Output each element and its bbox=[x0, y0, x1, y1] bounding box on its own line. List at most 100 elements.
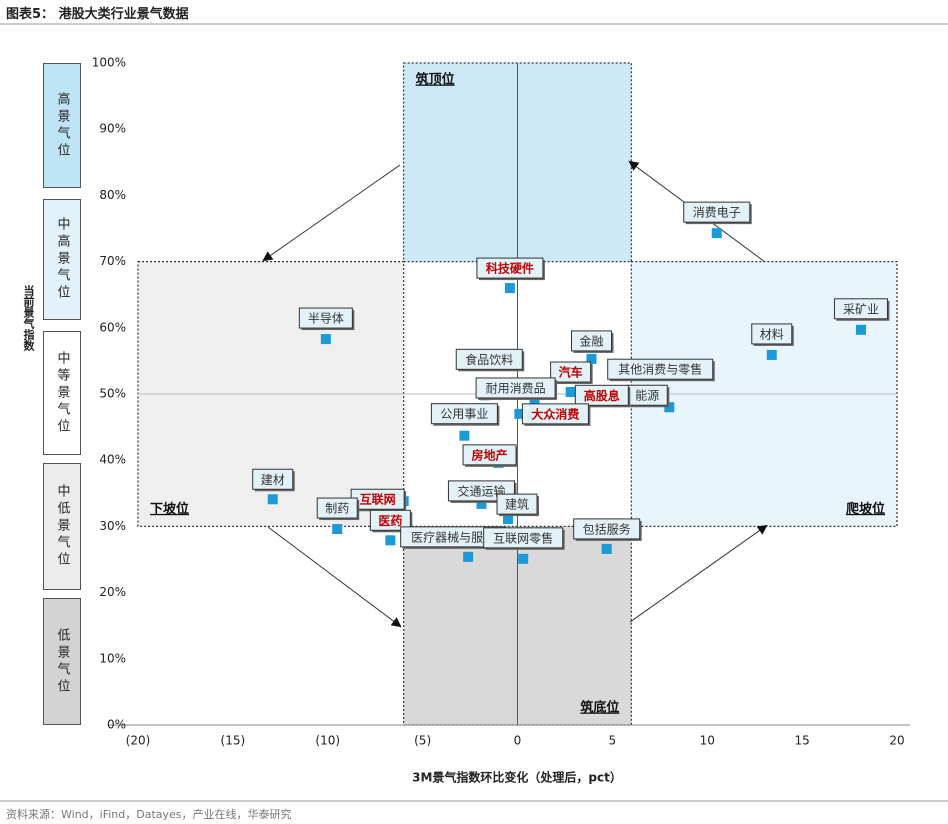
point-label: 能源 bbox=[635, 389, 659, 403]
point-label: 高股息 bbox=[584, 388, 620, 403]
point-label: 互联网零售 bbox=[493, 530, 553, 545]
level-label: 中低景气位 bbox=[54, 484, 70, 569]
point bbox=[518, 553, 529, 564]
point bbox=[855, 324, 866, 335]
x-tick-label: (10) bbox=[315, 734, 340, 748]
point bbox=[711, 228, 722, 239]
point bbox=[332, 524, 343, 535]
zone-label: 爬坡位 bbox=[845, 501, 885, 517]
y-tick-label: 50% bbox=[99, 387, 126, 401]
level-box: 低景气位 bbox=[43, 598, 81, 725]
point-label: 医药 bbox=[378, 513, 402, 528]
label-box bbox=[521, 403, 589, 425]
point-label: 房地产 bbox=[472, 447, 508, 462]
x-tick-label: 0 bbox=[514, 734, 522, 748]
point-label: 汽车 bbox=[559, 365, 583, 380]
point-label: 建筑 bbox=[505, 497, 529, 512]
zone-label: 筑顶位 bbox=[416, 72, 455, 88]
label-box bbox=[751, 323, 793, 345]
label-box bbox=[455, 348, 523, 370]
label-box bbox=[607, 358, 714, 380]
point-label: 包括服务 bbox=[583, 521, 631, 536]
level-label: 中高景气位 bbox=[54, 217, 70, 302]
point bbox=[267, 494, 278, 505]
y-tick-label: 10% bbox=[99, 651, 126, 665]
y-tick-label: 0% bbox=[107, 718, 126, 732]
label-box bbox=[833, 298, 888, 320]
level-box: 中等景气位 bbox=[43, 331, 81, 455]
point-label: 半导体 bbox=[308, 312, 344, 326]
zone-label: 筑底位 bbox=[580, 700, 619, 716]
level-box: 高景气位 bbox=[43, 63, 81, 188]
point bbox=[320, 334, 331, 345]
y-tick-label: 100% bbox=[92, 56, 126, 70]
level-box: 中高景气位 bbox=[43, 199, 81, 320]
point-label: 科技硬件 bbox=[486, 261, 534, 276]
point-label: 建材 bbox=[261, 473, 285, 487]
point bbox=[565, 387, 576, 398]
point-label: 公用事业 bbox=[440, 407, 488, 421]
zone-label: 下坡位 bbox=[150, 501, 189, 517]
label-box bbox=[573, 518, 641, 540]
x-tick-label: 10 bbox=[700, 734, 715, 748]
point-label: 制药 bbox=[325, 502, 349, 516]
y-tick-label: 20% bbox=[99, 585, 126, 599]
y-tick-label: 30% bbox=[99, 519, 126, 533]
point bbox=[463, 551, 474, 562]
label-box bbox=[483, 527, 564, 549]
source: 资料来源：Wind，iFind，Datayes，产业在线，华泰研究 bbox=[6, 808, 292, 821]
x-tick-label: (5) bbox=[414, 734, 431, 748]
level-label: 中等景气位 bbox=[54, 350, 70, 436]
label-box bbox=[430, 403, 498, 425]
label-box bbox=[476, 257, 544, 279]
point-label: 食品饮料 bbox=[465, 352, 513, 367]
y-tick-label: 40% bbox=[99, 453, 126, 467]
y-tick-label: 70% bbox=[99, 254, 126, 268]
point bbox=[514, 408, 525, 419]
x-tick-label: 5 bbox=[609, 734, 617, 748]
label-box bbox=[550, 361, 592, 383]
label-box bbox=[475, 377, 556, 399]
x-tick-label: (15) bbox=[221, 734, 246, 748]
point-label: 互联网 bbox=[360, 493, 396, 507]
point-label: 耐用消费品 bbox=[486, 381, 546, 395]
label-box bbox=[571, 330, 613, 352]
x-tick-label: 20 bbox=[889, 734, 904, 748]
level-box: 中低景气位 bbox=[43, 463, 81, 590]
x-tick-label: 15 bbox=[794, 734, 809, 748]
point-label: 其他消费与零售 bbox=[618, 362, 702, 377]
point-label: 材料 bbox=[760, 327, 784, 341]
point-label: 金融 bbox=[579, 333, 603, 348]
label-box bbox=[462, 444, 517, 466]
label-box bbox=[574, 384, 629, 406]
y-tick-label: 80% bbox=[99, 188, 126, 202]
point bbox=[476, 498, 487, 509]
label-box bbox=[298, 307, 353, 329]
point bbox=[586, 353, 597, 364]
arrow bbox=[629, 524, 768, 623]
label-box bbox=[683, 201, 751, 223]
x-tick-label: (20) bbox=[126, 734, 151, 748]
label-box bbox=[369, 509, 411, 531]
title: 图表5： 港股大类行业景气数据 bbox=[6, 7, 189, 22]
point bbox=[459, 430, 470, 441]
level-label: 高景气位 bbox=[54, 91, 70, 160]
point bbox=[503, 514, 514, 525]
point bbox=[385, 535, 396, 546]
label-box bbox=[316, 497, 358, 519]
level-label: 低景气位 bbox=[54, 627, 70, 696]
point-label: 交通运输 bbox=[457, 483, 505, 498]
arrow bbox=[267, 526, 402, 628]
arrow bbox=[262, 164, 401, 262]
point-label: 医疗器械与服务 bbox=[411, 529, 495, 544]
point bbox=[504, 283, 515, 294]
y-tick-label: 90% bbox=[99, 122, 126, 136]
point-label: 消费电子 bbox=[693, 206, 741, 220]
y-axis-title: 当前景气指数 bbox=[22, 285, 35, 351]
y-tick-label: 60% bbox=[99, 320, 126, 334]
x-axis-title: 3M景气指数环比变化（处理后，pct） bbox=[412, 770, 622, 785]
point bbox=[601, 543, 612, 554]
label-box bbox=[496, 493, 538, 515]
